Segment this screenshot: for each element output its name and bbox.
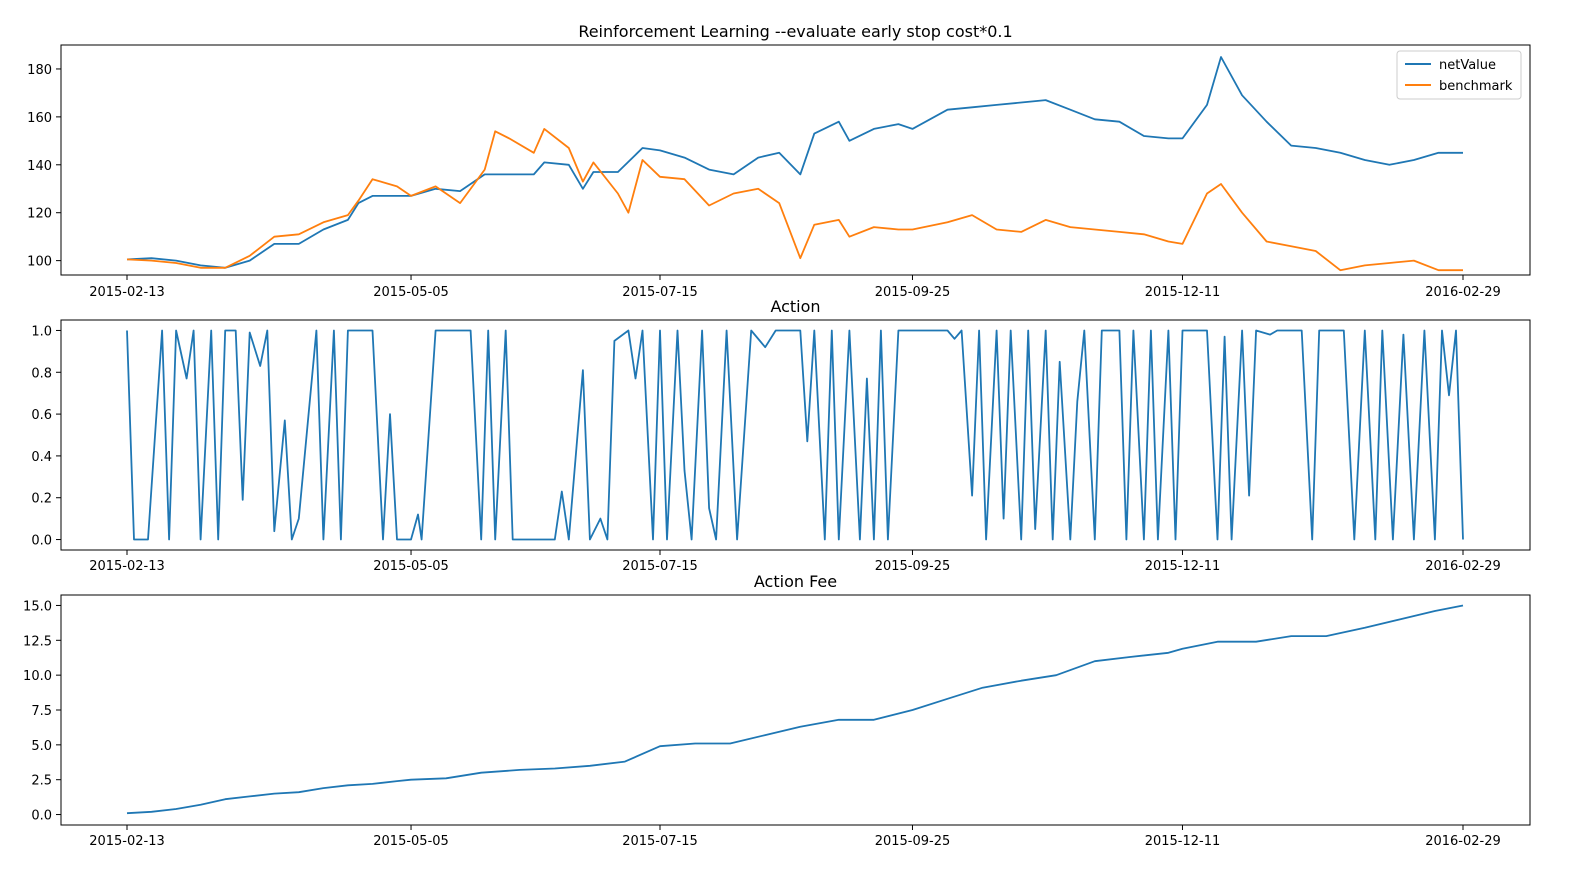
x-tick-label: 2015-12-11 — [1145, 285, 1221, 300]
y-tick-label: 0.0 — [31, 534, 52, 549]
y-tick-label: 2.5 — [31, 774, 52, 789]
y-tick-label: 120 — [27, 207, 52, 222]
plot-frame — [60, 319, 1531, 551]
legend: netValue benchmark — [1396, 50, 1522, 100]
x-tick-label: 2015-07-15 — [622, 285, 698, 300]
plot-frame — [60, 594, 1531, 826]
x-tick-label: 2015-09-25 — [875, 834, 951, 849]
x-tick-label: 2015-05-05 — [373, 285, 449, 300]
y-tick-label: 100 — [27, 255, 52, 270]
series-line-netvalue — [126, 56, 1463, 269]
y-tick-label: 0.6 — [31, 408, 52, 423]
y-tick-label: 10.0 — [23, 669, 52, 684]
y-tick-label: 0.0 — [31, 809, 52, 824]
x-tick-label: 2015-02-13 — [89, 285, 165, 300]
y-tick-label: 0.8 — [31, 366, 52, 381]
chart-title: Reinforcement Learning --evaluate early … — [578, 22, 1012, 41]
legend-label-netvalue: netValue — [1439, 58, 1496, 73]
y-tick-label: 7.5 — [31, 704, 52, 719]
x-tick-label: 2015-09-25 — [875, 285, 951, 300]
y-tick-label: 0.2 — [31, 492, 52, 507]
chart-title: Action — [770, 297, 820, 316]
action-fee-chart: Action Fee 2015-02-13 2015-05-05 2015-07-15… — [23, 572, 1531, 849]
x-tick-label: 2015-02-13 — [89, 559, 165, 574]
x-tick-label: 2015-07-15 — [622, 559, 698, 574]
x-tick-label: 2015-02-13 — [89, 834, 165, 849]
x-tick-label: 2015-12-11 — [1145, 559, 1221, 574]
y-tick-label: 1.0 — [31, 324, 52, 339]
plot-frame — [60, 44, 1531, 276]
x-tick-label: 2015-07-15 — [622, 834, 698, 849]
chart-title: Action Fee — [754, 572, 837, 591]
legend-label-benchmark: benchmark — [1439, 79, 1513, 94]
series-line-benchmark — [126, 127, 1463, 272]
x-tick-label: 2015-05-05 — [373, 559, 449, 574]
y-tick-label: 12.5 — [23, 634, 52, 649]
y-tick-label: 15.0 — [23, 599, 52, 614]
series-line-fee — [126, 604, 1464, 815]
x-tick-label: 2015-09-25 — [875, 559, 951, 574]
x-tick-label: 2016-02-29 — [1425, 285, 1501, 300]
netvalue-chart: Reinforcement Learning --evaluate early … — [27, 22, 1531, 300]
y-tick-label: 0.4 — [31, 450, 52, 465]
y-tick-label: 140 — [27, 159, 52, 174]
y-tick-label: 160 — [27, 111, 52, 126]
x-tick-label: 2015-05-05 — [373, 834, 449, 849]
y-tick-label: 5.0 — [31, 739, 52, 754]
series-line-action — [126, 329, 1464, 541]
action-chart: Action 2015-02-13 2015-05-05 2015-07-15 2015… — [31, 297, 1531, 574]
x-tick-label: 2015-12-11 — [1145, 834, 1221, 849]
y-tick-label: 180 — [27, 63, 52, 78]
x-tick-label: 2016-02-29 — [1425, 834, 1501, 849]
x-tick-label: 2016-02-29 — [1425, 559, 1501, 574]
